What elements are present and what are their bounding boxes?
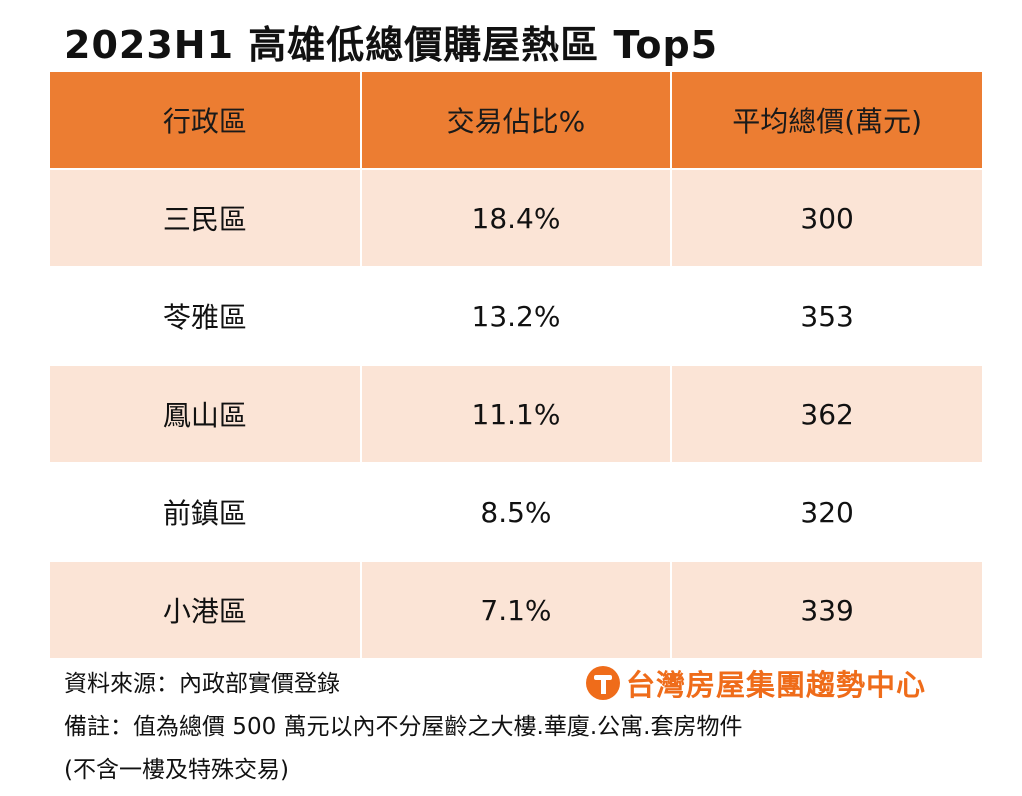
cell-district: 苓雅區 [50, 267, 362, 366]
cell-price: 300 [671, 169, 982, 268]
cell-price: 320 [671, 463, 982, 562]
column-header: 行政區 [50, 72, 362, 170]
cell-district: 三民區 [50, 169, 362, 268]
logo-text: 台灣房屋集團趨勢中心 [626, 668, 927, 702]
table-row: 三民區 18.4% 300 [50, 169, 982, 268]
cell-price: 339 [671, 561, 982, 660]
cell-price: 362 [671, 365, 982, 464]
cell-share: 18.4% [360, 169, 673, 268]
column-header: 平均總價(萬元) [671, 72, 982, 170]
remark-note: 備註：值為總價 500 萬元以內不分屋齡之大樓.華廈.公寓.套房物件 [64, 714, 743, 740]
remark-note-2: (不含一樓及特殊交易) [64, 757, 289, 783]
table-row: 前鎮區 8.5% 320 [50, 463, 982, 562]
table-header-row: 行政區 交易佔比% 平均總價(萬元) [50, 72, 982, 170]
data-table: 行政區 交易佔比% 平均總價(萬元) 三民區 18.4% 300 苓雅區 13.… [50, 72, 982, 660]
page-title: 2023H1 高雄低總價購屋熱區 Top5 [64, 23, 719, 67]
cell-share: 8.5% [360, 463, 673, 562]
cell-share: 11.1% [360, 365, 673, 464]
cell-share: 13.2% [360, 267, 673, 366]
cell-district: 小港區 [50, 561, 362, 660]
cell-price: 353 [671, 267, 982, 366]
table-row: 鳳山區 11.1% 362 [50, 365, 982, 464]
source-note: 資料來源：內政部實價登錄 [64, 671, 340, 697]
column-header: 交易佔比% [360, 72, 673, 170]
cell-district: 鳳山區 [50, 365, 362, 464]
cell-share: 7.1% [360, 561, 673, 660]
logo-icon [586, 666, 620, 700]
table-row: 苓雅區 13.2% 353 [50, 267, 982, 366]
cell-district: 前鎮區 [50, 463, 362, 562]
table-row: 小港區 7.1% 339 [50, 561, 982, 660]
brand-logo: 台灣房屋集團趨勢中心 [586, 662, 926, 704]
